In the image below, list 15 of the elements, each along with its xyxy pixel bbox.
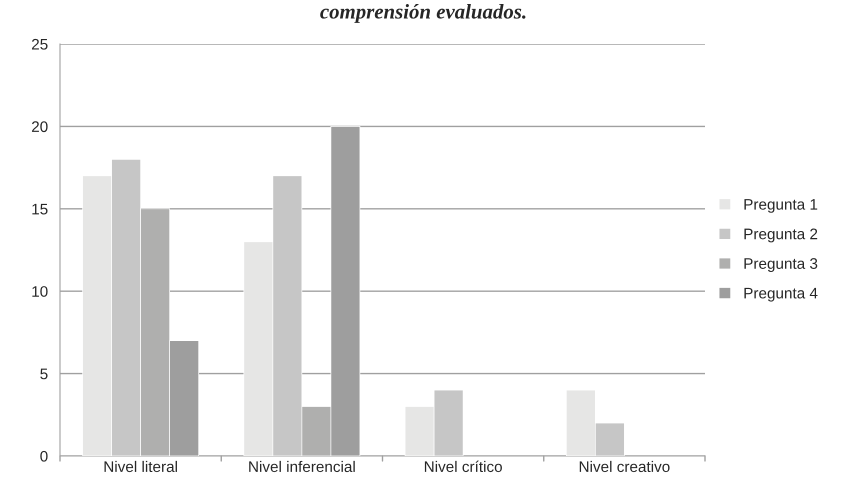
y-tick-label: 25 xyxy=(32,38,48,50)
y-tick-label: 10 xyxy=(32,286,48,297)
legend-label: Pregunta 4 xyxy=(744,288,818,302)
legend-label: Pregunta 1 xyxy=(744,199,818,213)
x-tick-label: Nivel crítico xyxy=(424,460,502,472)
y-tick-label: 20 xyxy=(32,121,48,132)
y-tick-label: 5 xyxy=(40,368,48,380)
chart-title: comprensión evaluados. xyxy=(320,4,526,23)
legend-label: Pregunta 2 xyxy=(744,228,818,242)
y-tick-label: 15 xyxy=(32,204,48,214)
legend-label: Pregunta 3 xyxy=(744,258,818,272)
y-tick-label: 0 xyxy=(40,450,48,462)
x-tick-label: Nivel literal xyxy=(104,460,177,472)
x-tick-label: Nivel creativo xyxy=(580,460,670,472)
x-tick-label: Nivel inferencial xyxy=(249,460,355,472)
